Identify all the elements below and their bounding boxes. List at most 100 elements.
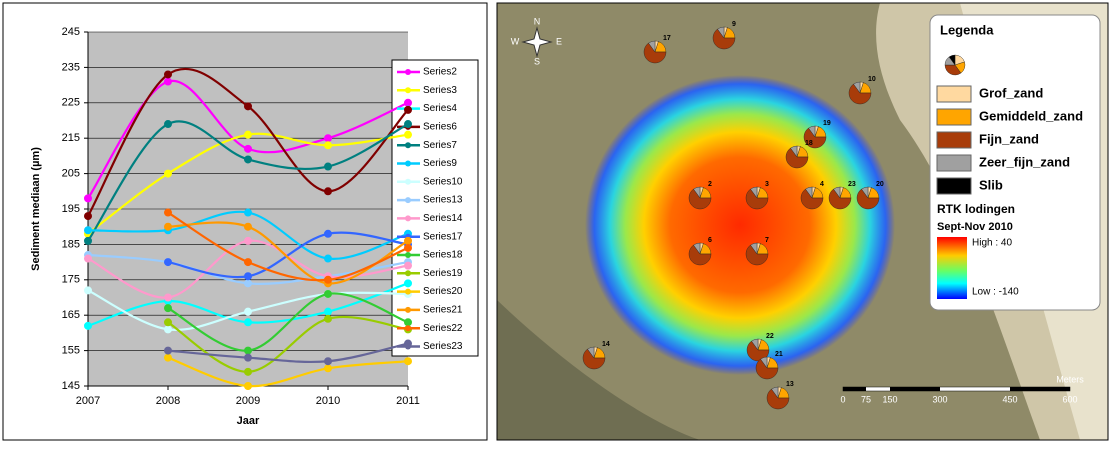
pie-slice: [688, 244, 712, 266]
pie-slice: [688, 188, 712, 210]
x-tick-label: 2008: [156, 395, 180, 407]
data-point: [324, 364, 332, 373]
legend-swatch: [936, 108, 972, 126]
pie-slice: [693, 242, 701, 255]
legend-label: Series9: [423, 158, 457, 169]
data-point: [324, 289, 332, 298]
data-point: [164, 353, 172, 362]
data-point: [324, 357, 332, 366]
data-point: [244, 222, 252, 231]
data-point: [404, 105, 412, 114]
y-tick-label: 185: [62, 238, 80, 250]
line-chart: 145 155 165 175 185 195 205 215 225 235 245 2007 200…: [30, 26, 479, 427]
compass-label: S: [534, 56, 540, 66]
legend-label: Series18: [423, 250, 463, 261]
data-point: [244, 236, 252, 245]
station-label: 20: [876, 181, 884, 188]
legend-marker: [405, 87, 411, 94]
station-label: 19: [823, 120, 831, 127]
y-tick-label: 235: [62, 61, 80, 73]
data-point: [244, 382, 252, 390]
pie-slice: [587, 346, 595, 359]
data-point: [324, 307, 332, 316]
raster-high: High : 40: [972, 238, 1012, 249]
pie-slice: [771, 386, 779, 399]
legend-label: Grof_zand: [979, 85, 1043, 100]
series-line: [167, 315, 409, 373]
station-label: 14: [602, 341, 610, 348]
station-label: 18: [805, 140, 813, 147]
legend-label: Slib: [979, 177, 1003, 192]
pie-slice: [693, 186, 701, 199]
station-label: 13: [786, 381, 794, 388]
data-point: [244, 155, 252, 164]
legend-label: Zeer_fijn_zand: [979, 154, 1070, 169]
y-tick-label: 165: [62, 309, 80, 321]
legend-swatch: [936, 85, 972, 103]
pie-slice: [755, 358, 779, 380]
data-point: [324, 187, 332, 196]
data-point: [324, 275, 332, 284]
scale-label: 600: [1062, 394, 1077, 404]
data-point: [164, 325, 172, 334]
series-line: [87, 120, 409, 242]
legend-label: Series13: [423, 195, 463, 206]
legend-label: Series21: [423, 305, 463, 316]
scale-label: 0: [840, 394, 845, 404]
pie-slice: [746, 340, 770, 362]
data-point: [324, 162, 332, 171]
data-point: [244, 279, 252, 288]
series-line: [167, 342, 409, 364]
y-axis-label: Sediment mediaan (µm): [30, 147, 42, 271]
data-point: [404, 130, 412, 139]
legend-marker: [405, 197, 411, 204]
legend-label: Series19: [423, 268, 463, 279]
raster-ramp: [937, 237, 967, 299]
x-tick-label: 2010: [316, 395, 340, 407]
legend-label: Series3: [423, 85, 457, 96]
raster-title: RTK lodingen: [937, 202, 1015, 216]
pie-slice: [803, 127, 827, 149]
legend-panel: [929, 14, 1101, 311]
station-label: 4: [820, 181, 824, 188]
data-point: [244, 102, 252, 111]
pie-slice: [800, 188, 824, 210]
legend-marker: [405, 252, 411, 258]
data-point: [164, 70, 172, 79]
data-point: [404, 279, 412, 288]
pie-slice: [790, 145, 798, 158]
compass-rose: [521, 26, 553, 58]
scale-segment: [1010, 387, 1070, 391]
data-point: [84, 236, 92, 245]
scale-segment: [843, 387, 866, 391]
pie-slice: [833, 186, 841, 199]
compass-label: W: [511, 36, 520, 46]
data-point: [84, 321, 92, 330]
x-tick-label: 2011: [396, 395, 420, 407]
legend-label: Series17: [423, 231, 463, 242]
legend-label: Gemiddeld_zand: [979, 108, 1083, 123]
data-point: [244, 258, 252, 267]
legend-label: Series4: [423, 103, 457, 114]
elevation-raster: [585, 75, 895, 375]
data-point: [164, 304, 172, 313]
pie-slice: [808, 125, 816, 138]
data-point: [84, 286, 92, 295]
data-point: [84, 226, 92, 235]
pie-slice: [750, 186, 758, 199]
legend-label: Series14: [423, 213, 463, 224]
pie-slice: [853, 81, 861, 94]
scale-label: 150: [882, 394, 897, 404]
data-point: [164, 208, 172, 217]
pie-slice: [582, 348, 606, 370]
series-line: [167, 231, 409, 279]
marsh: [497, 300, 700, 440]
legend-pie-slice: [944, 64, 962, 76]
data-point: [164, 120, 172, 129]
legend-marker: [405, 270, 411, 277]
legend-marker: [405, 160, 411, 167]
legend-swatch: [936, 177, 972, 195]
y-tick-label: 145: [62, 380, 80, 392]
pie-slice: [751, 338, 759, 351]
scale-label: 300: [932, 394, 947, 404]
